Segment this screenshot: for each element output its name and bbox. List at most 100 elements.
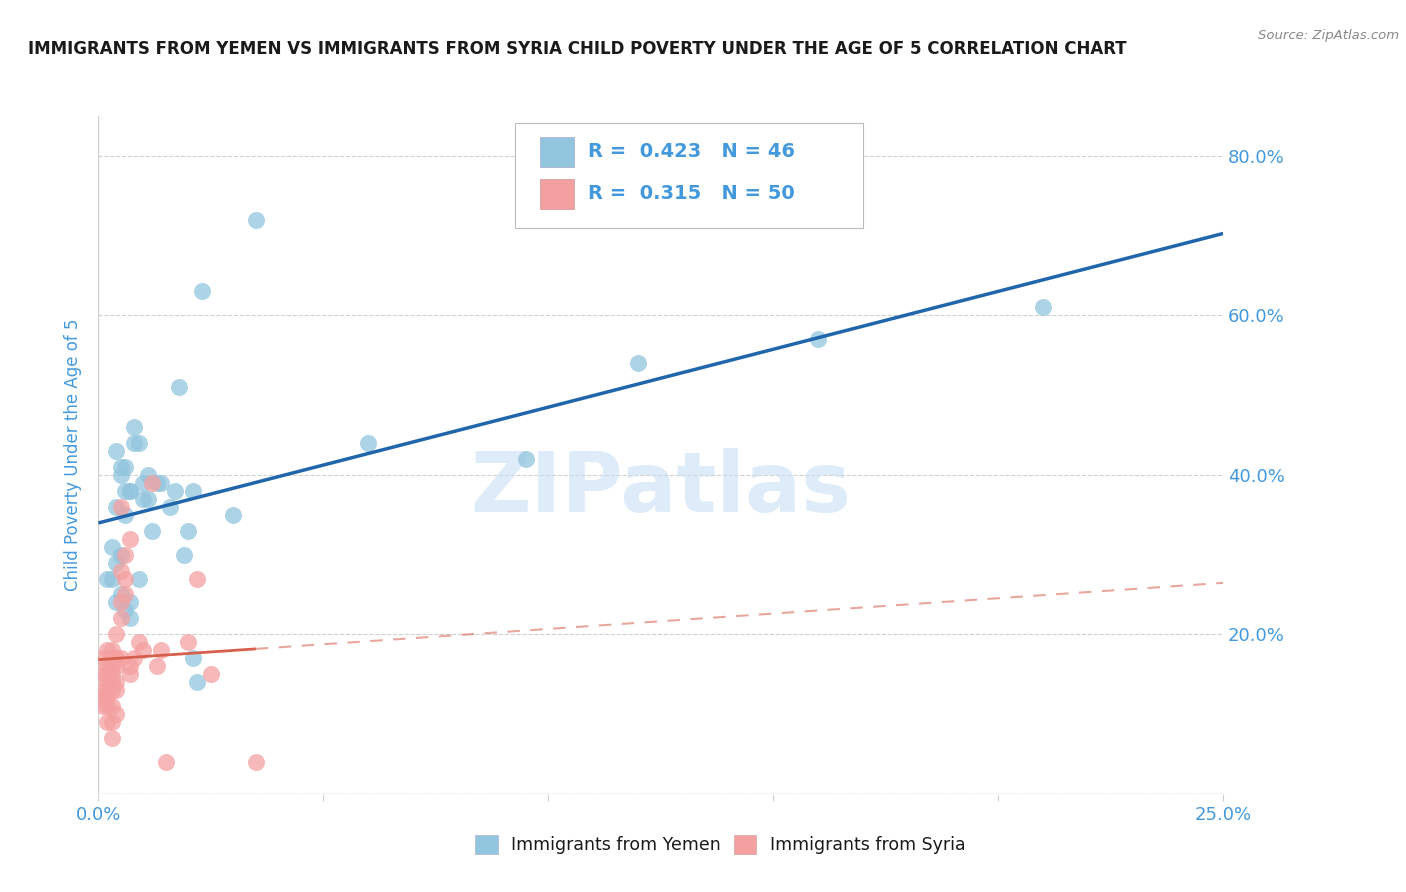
Point: [105, 707, 128, 722]
Point: [124, 420, 146, 434]
Point: [1032, 301, 1054, 315]
Point: [136, 491, 159, 506]
Point: [222, 508, 245, 522]
Text: IMMIGRANTS FROM YEMEN VS IMMIGRANTS FROM SYRIA CHILD POVERTY UNDER THE AGE OF 5 : IMMIGRANTS FROM YEMEN VS IMMIGRANTS FROM…: [28, 40, 1126, 58]
Point: [91, 667, 114, 681]
Point: [173, 548, 195, 562]
Point: [110, 611, 132, 625]
Point: [110, 459, 132, 474]
Point: [110, 467, 132, 482]
Point: [141, 475, 163, 490]
Point: [136, 467, 159, 482]
Point: [114, 572, 136, 586]
Point: [245, 212, 267, 227]
Point: [150, 643, 173, 657]
Point: [114, 548, 136, 562]
Point: [128, 436, 150, 450]
Point: [245, 755, 267, 769]
Text: Immigrants from Syria: Immigrants from Syria: [770, 836, 966, 854]
Point: [96, 683, 118, 698]
FancyBboxPatch shape: [475, 835, 498, 855]
Point: [105, 556, 128, 570]
Point: [159, 500, 181, 514]
Point: [105, 659, 128, 673]
Point: [101, 699, 124, 714]
Text: Immigrants from Yemen: Immigrants from Yemen: [512, 836, 721, 854]
FancyBboxPatch shape: [540, 178, 574, 210]
Point: [105, 595, 128, 609]
Point: [357, 436, 380, 450]
Point: [118, 483, 141, 498]
Point: [110, 587, 132, 601]
Point: [110, 651, 132, 665]
Point: [110, 564, 132, 578]
Point: [105, 651, 128, 665]
FancyBboxPatch shape: [515, 123, 863, 227]
Point: [105, 444, 128, 458]
Point: [101, 667, 124, 681]
Text: R =  0.423   N = 46: R = 0.423 N = 46: [588, 143, 794, 161]
Point: [91, 683, 114, 698]
Point: [177, 635, 200, 649]
Point: [114, 587, 136, 601]
Point: [101, 731, 124, 745]
FancyBboxPatch shape: [734, 835, 756, 855]
Point: [101, 643, 124, 657]
Point: [96, 659, 118, 673]
Point: [96, 715, 118, 730]
Point: [200, 667, 222, 681]
Point: [101, 715, 124, 730]
Point: [146, 659, 169, 673]
Point: [515, 451, 537, 466]
Point: [118, 595, 141, 609]
Point: [118, 659, 141, 673]
Point: [124, 436, 146, 450]
Point: [163, 483, 186, 498]
Point: [96, 572, 118, 586]
Point: [132, 475, 155, 490]
Point: [191, 285, 214, 299]
Point: [181, 483, 204, 498]
Point: [118, 611, 141, 625]
Point: [128, 635, 150, 649]
Point: [627, 356, 650, 370]
Point: [91, 651, 114, 665]
Point: [128, 572, 150, 586]
Point: [110, 500, 132, 514]
Point: [105, 675, 128, 690]
Point: [110, 595, 132, 609]
Point: [101, 675, 124, 690]
Point: [114, 603, 136, 617]
Point: [150, 475, 173, 490]
Point: [110, 548, 132, 562]
Point: [169, 380, 191, 394]
Y-axis label: Child Poverty Under the Age of 5: Child Poverty Under the Age of 5: [65, 318, 83, 591]
Point: [96, 675, 118, 690]
Text: Source: ZipAtlas.com: Source: ZipAtlas.com: [1258, 29, 1399, 42]
Point: [118, 483, 141, 498]
Point: [114, 508, 136, 522]
Point: [96, 643, 118, 657]
FancyBboxPatch shape: [540, 136, 574, 167]
Point: [101, 572, 124, 586]
Point: [105, 500, 128, 514]
Point: [96, 667, 118, 681]
Point: [91, 691, 114, 706]
Point: [124, 651, 146, 665]
Point: [177, 524, 200, 538]
Point: [141, 524, 163, 538]
Point: [186, 675, 208, 690]
Point: [91, 699, 114, 714]
Point: [132, 643, 155, 657]
Point: [186, 572, 208, 586]
Point: [105, 683, 128, 698]
Point: [118, 667, 141, 681]
Point: [807, 332, 830, 346]
Point: [118, 532, 141, 546]
Point: [101, 659, 124, 673]
Point: [101, 651, 124, 665]
Text: R =  0.315   N = 50: R = 0.315 N = 50: [588, 185, 794, 203]
Point: [181, 651, 204, 665]
Point: [114, 483, 136, 498]
Point: [114, 459, 136, 474]
